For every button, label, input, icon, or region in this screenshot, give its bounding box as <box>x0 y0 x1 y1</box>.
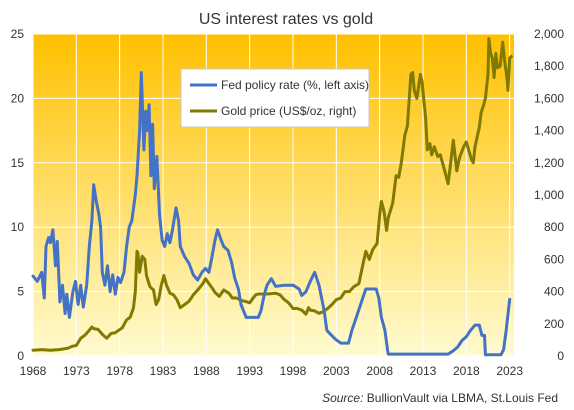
right-tick-label: 1,800 <box>534 59 564 73</box>
right-tick-label: 1,000 <box>534 188 564 202</box>
series-line-fed-rate <box>31 71 512 357</box>
series-lines <box>31 37 513 357</box>
right-tick-label: 2,000 <box>534 27 564 41</box>
source-label: Source: <box>322 391 363 405</box>
left-tick-label: 0 <box>17 349 24 363</box>
x-tick-label: 2008 <box>366 364 393 378</box>
left-tick-label: 10 <box>11 220 25 234</box>
x-tick-label: 2003 <box>323 364 350 378</box>
right-tick-label: 1,400 <box>534 124 564 138</box>
left-tick-label: 25 <box>11 27 25 41</box>
left-tick-label: 20 <box>11 91 25 105</box>
x-tick-label: 1983 <box>150 364 177 378</box>
x-tick-label: 1973 <box>63 364 90 378</box>
right-tick-label: 200 <box>544 317 564 331</box>
x-tick-label: 1968 <box>20 364 47 378</box>
x-tick-label: 2018 <box>453 364 480 378</box>
source-text: BullionVault via LBMA, St.Louis Fed <box>367 391 558 405</box>
legend: Fed policy rate (%, left axis) Gold pric… <box>180 68 370 128</box>
left-axis: 0 5 10 15 20 25 <box>11 27 25 363</box>
legend-label-gold: Gold price (US$/oz, right) <box>221 104 356 118</box>
gridlines <box>32 33 514 357</box>
legend-box <box>180 68 370 128</box>
right-tick-label: 0 <box>557 349 564 363</box>
x-tick-label: 2013 <box>410 364 437 378</box>
legend-label-fed: Fed policy rate (%, left axis) <box>221 78 369 92</box>
right-tick-label: 1,600 <box>534 91 564 105</box>
right-axis: 0 200 400 600 800 1,000 1,200 1,400 1,600 1,800 2,… <box>534 27 564 363</box>
source-note: Source: BullionVault via LBMA, St.Louis … <box>322 391 558 405</box>
x-tick-label: 1993 <box>236 364 263 378</box>
right-tick-label: 1,200 <box>534 156 564 170</box>
right-tick-label: 800 <box>544 220 564 234</box>
x-tick-label: 1978 <box>106 364 133 378</box>
x-axis: 1968 1973 1978 1983 1988 1993 1998 2003 2008 2013… <box>20 364 524 378</box>
left-tick-label: 15 <box>11 156 25 170</box>
chart-title: US interest rates vs gold <box>199 11 373 28</box>
x-tick-label: 1988 <box>193 364 220 378</box>
x-tick-label: 2023 <box>496 364 523 378</box>
series-line-gold-price <box>31 37 513 352</box>
left-tick-label: 5 <box>17 285 24 299</box>
x-tick-label: 1998 <box>280 364 307 378</box>
right-tick-label: 400 <box>544 285 564 299</box>
right-tick-label: 600 <box>544 252 564 266</box>
